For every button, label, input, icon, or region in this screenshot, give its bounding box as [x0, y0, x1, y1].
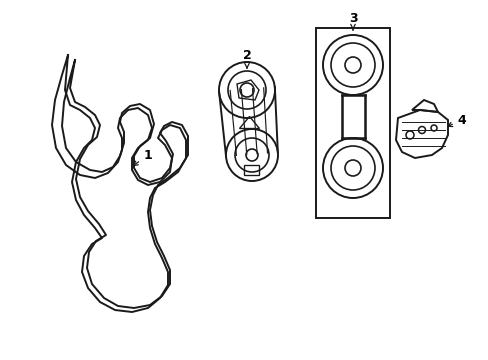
- Text: 4: 4: [447, 113, 466, 126]
- Text: 2: 2: [242, 49, 251, 68]
- Text: 3: 3: [348, 12, 357, 30]
- Bar: [315, 28, 389, 218]
- Bar: [244, 165, 259, 175]
- Text: 1: 1: [133, 149, 152, 166]
